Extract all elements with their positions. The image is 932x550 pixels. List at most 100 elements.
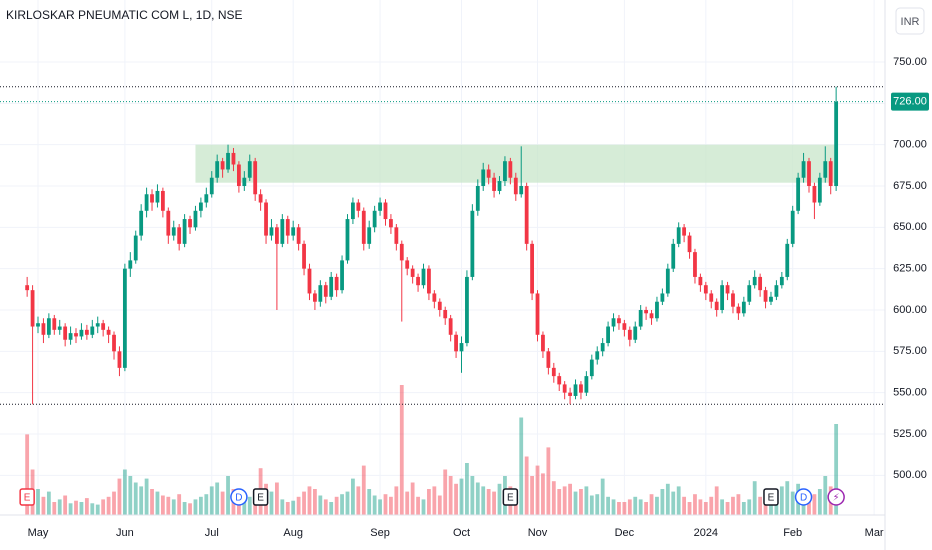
candle-body: [769, 296, 773, 302]
volume-bar: [247, 496, 252, 515]
candle-body: [665, 268, 670, 294]
candle-body: [497, 181, 502, 191]
candle-body: [139, 210, 144, 236]
volume-bar: [416, 496, 420, 515]
candle-body: [524, 185, 529, 244]
volume-bar: [405, 491, 410, 515]
candle-body: [622, 323, 627, 330]
event-marker: [230, 488, 248, 506]
candle-body: [720, 285, 725, 310]
x-tick-label: Mar: [865, 527, 884, 539]
volume-bar: [546, 447, 551, 515]
event-marker: [827, 488, 845, 506]
y-tick-label: 575.00: [893, 345, 927, 357]
candle-body: [383, 202, 388, 220]
volume-bar: [741, 502, 746, 515]
volume-bar: [731, 496, 735, 515]
candle-body: [41, 323, 46, 335]
candle-body: [551, 367, 556, 377]
candle-body: [725, 285, 730, 294]
volume-bar: [378, 499, 382, 515]
volume-bar: [334, 496, 339, 515]
volume-bar: [589, 495, 594, 515]
candle-body: [231, 152, 236, 165]
candle-body: [627, 329, 632, 340]
volume-bar: [296, 496, 301, 515]
volume-bar: [709, 496, 714, 515]
volume-bar: [671, 491, 676, 515]
candle-body: [796, 177, 801, 211]
volume-bar: [112, 491, 116, 515]
volume-bar: [530, 476, 534, 515]
candle-body: [166, 210, 171, 236]
candle-body: [275, 227, 279, 244]
candle-body: [475, 185, 480, 211]
currency-button[interactable]: [895, 7, 925, 35]
candle-body: [568, 392, 572, 396]
y-tick-label: 750.00: [893, 56, 927, 68]
candle-body: [36, 323, 40, 327]
candle-body: [236, 164, 241, 186]
x-tick-label: Feb: [783, 527, 802, 539]
candle-body: [160, 190, 165, 211]
volume-bar: [356, 486, 361, 515]
volume-bar: [226, 476, 230, 515]
volume-bar: [166, 496, 171, 515]
volume-bar: [693, 494, 697, 515]
candle-body: [416, 276, 420, 286]
volume-bar: [36, 489, 40, 515]
volume-bar: [633, 496, 638, 515]
x-tick-label: Nov: [528, 527, 548, 539]
volume-bar: [209, 486, 214, 515]
volume-bar: [779, 486, 784, 515]
candle-body: [258, 194, 263, 203]
volume-bar: [807, 499, 811, 515]
candle-body: [334, 276, 339, 291]
volume-bar: [611, 499, 616, 515]
candle-body: [790, 210, 795, 244]
volume-bar: [41, 496, 46, 515]
candle-body: [57, 326, 62, 330]
candle-body: [736, 306, 741, 314]
volume-bar: [584, 486, 589, 515]
candle-body: [405, 260, 410, 269]
candle-body: [351, 202, 355, 220]
candle-body: [703, 285, 708, 294]
volume-bar: [220, 491, 225, 515]
volume-bar: [302, 491, 306, 515]
volume-bar: [275, 482, 279, 515]
candle-body: [758, 276, 763, 291]
candle-body: [486, 169, 491, 178]
event-label: E: [24, 493, 31, 504]
volume-bar: [443, 469, 448, 515]
x-tick-label: Aug: [283, 527, 303, 539]
volume-bar: [769, 499, 773, 515]
volume-bar: [687, 502, 692, 515]
candle-body: [741, 301, 746, 314]
candle-body: [144, 194, 149, 211]
volume-bar: [95, 504, 100, 515]
volume-bar: [285, 502, 290, 515]
candle-body: [779, 276, 784, 286]
volume-bar: [313, 489, 317, 515]
volume-bar: [736, 494, 741, 515]
volume-bar: [665, 483, 670, 515]
candle-body: [389, 219, 393, 228]
x-tick-label: Dec: [615, 527, 635, 539]
volume-bar: [752, 481, 757, 515]
volume-bar: [720, 499, 725, 515]
volume-bar: [144, 478, 149, 515]
y-tick-label: 675.00: [893, 180, 927, 192]
candle-body: [226, 152, 230, 170]
candle-body: [52, 318, 57, 330]
volume-bar: [655, 496, 659, 515]
candle-body: [638, 309, 643, 327]
volume-bar: [638, 499, 643, 515]
volume-bar: [627, 499, 632, 515]
candle-body: [399, 243, 404, 261]
volume-bar: [215, 482, 220, 515]
candle-body: [46, 318, 51, 335]
volume-bar: [524, 456, 529, 515]
candle-body: [817, 177, 822, 203]
y-tick-label: 700.00: [893, 139, 927, 151]
